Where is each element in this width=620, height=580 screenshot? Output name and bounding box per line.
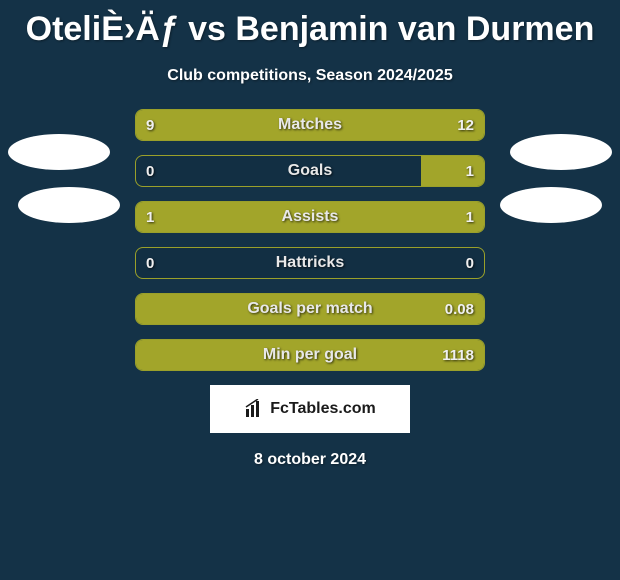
bar-fill-left <box>136 110 275 140</box>
fctables-logo[interactable]: FcTables.com <box>210 385 410 433</box>
bar-fill-right <box>421 156 484 186</box>
bar-value-right: 0 <box>466 248 474 278</box>
footer-date: 8 october 2024 <box>0 451 620 469</box>
bar-row: Goals01 <box>135 155 485 187</box>
chart-icon <box>244 399 264 419</box>
bar-label: Hattricks <box>136 248 484 278</box>
player2-avatar-top <box>510 134 612 170</box>
bar-row: Min per goal1118 <box>135 339 485 371</box>
bar-row: Matches912 <box>135 109 485 141</box>
player1-avatar-top <box>8 134 110 170</box>
bar-value-left: 0 <box>146 156 154 186</box>
page-subtitle: Club competitions, Season 2024/2025 <box>0 67 620 85</box>
bar-row: Hattricks0 0 <box>135 247 485 279</box>
bar-fill-right <box>310 202 484 232</box>
player2-avatar-bottom <box>500 187 602 223</box>
bar-fill-right <box>275 110 484 140</box>
bar-fill-left <box>136 202 310 232</box>
player1-avatar-bottom <box>18 187 120 223</box>
logo-text: FcTables.com <box>270 400 376 418</box>
comparison-chart: Matches912Goals01Assists11Hattricks00Goa… <box>0 109 620 371</box>
bar-fill-right <box>136 340 484 370</box>
bar-value-left: 0 <box>146 248 154 278</box>
bar-row: Goals per match0.08 <box>135 293 485 325</box>
bar-rows-container: Matches912Goals01Assists11Hattricks00Goa… <box>135 109 485 371</box>
page-title: OteliÈ›Äƒ vs Benjamin van Durmen <box>0 0 620 49</box>
bar-row: Assists11 <box>135 201 485 233</box>
bar-fill-right <box>136 294 484 324</box>
